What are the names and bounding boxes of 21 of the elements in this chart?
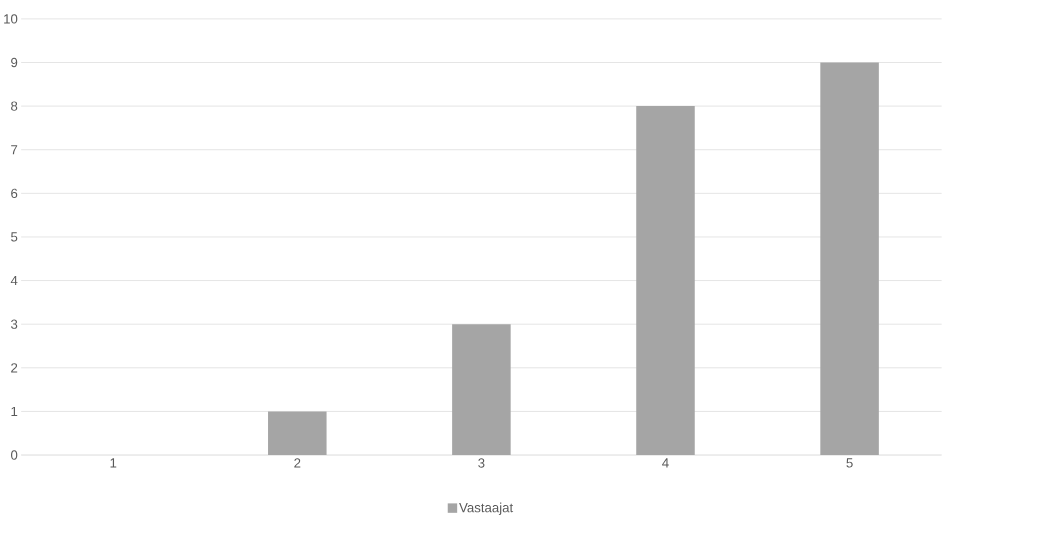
y-tick-label: 4: [10, 276, 18, 286]
bar: [820, 62, 879, 456]
bar: [636, 106, 695, 456]
x-tick-label: 2: [294, 458, 301, 468]
y-tick-label: 7: [11, 145, 18, 155]
y-tick-label: 10: [4, 14, 18, 24]
y-tick-label: 1: [11, 407, 18, 417]
y-tick-label: 9: [11, 58, 18, 68]
legend-label: Vastaajat: [459, 502, 514, 516]
bar: [268, 411, 327, 456]
y-tick-label: 2: [11, 363, 18, 373]
x-tick-label: 5: [846, 458, 853, 468]
y-tick-label: 5: [11, 232, 18, 242]
y-tick-label: 6: [11, 188, 18, 199]
x-tick-label: 3: [478, 458, 485, 468]
y-tick-label: 0: [11, 450, 18, 460]
bar: [452, 324, 511, 456]
y-tick-label: 8: [11, 101, 18, 112]
x-tick-label: 1: [110, 458, 117, 468]
y-tick-label: 3: [10, 319, 18, 330]
x-tick-label: 4: [662, 458, 669, 468]
